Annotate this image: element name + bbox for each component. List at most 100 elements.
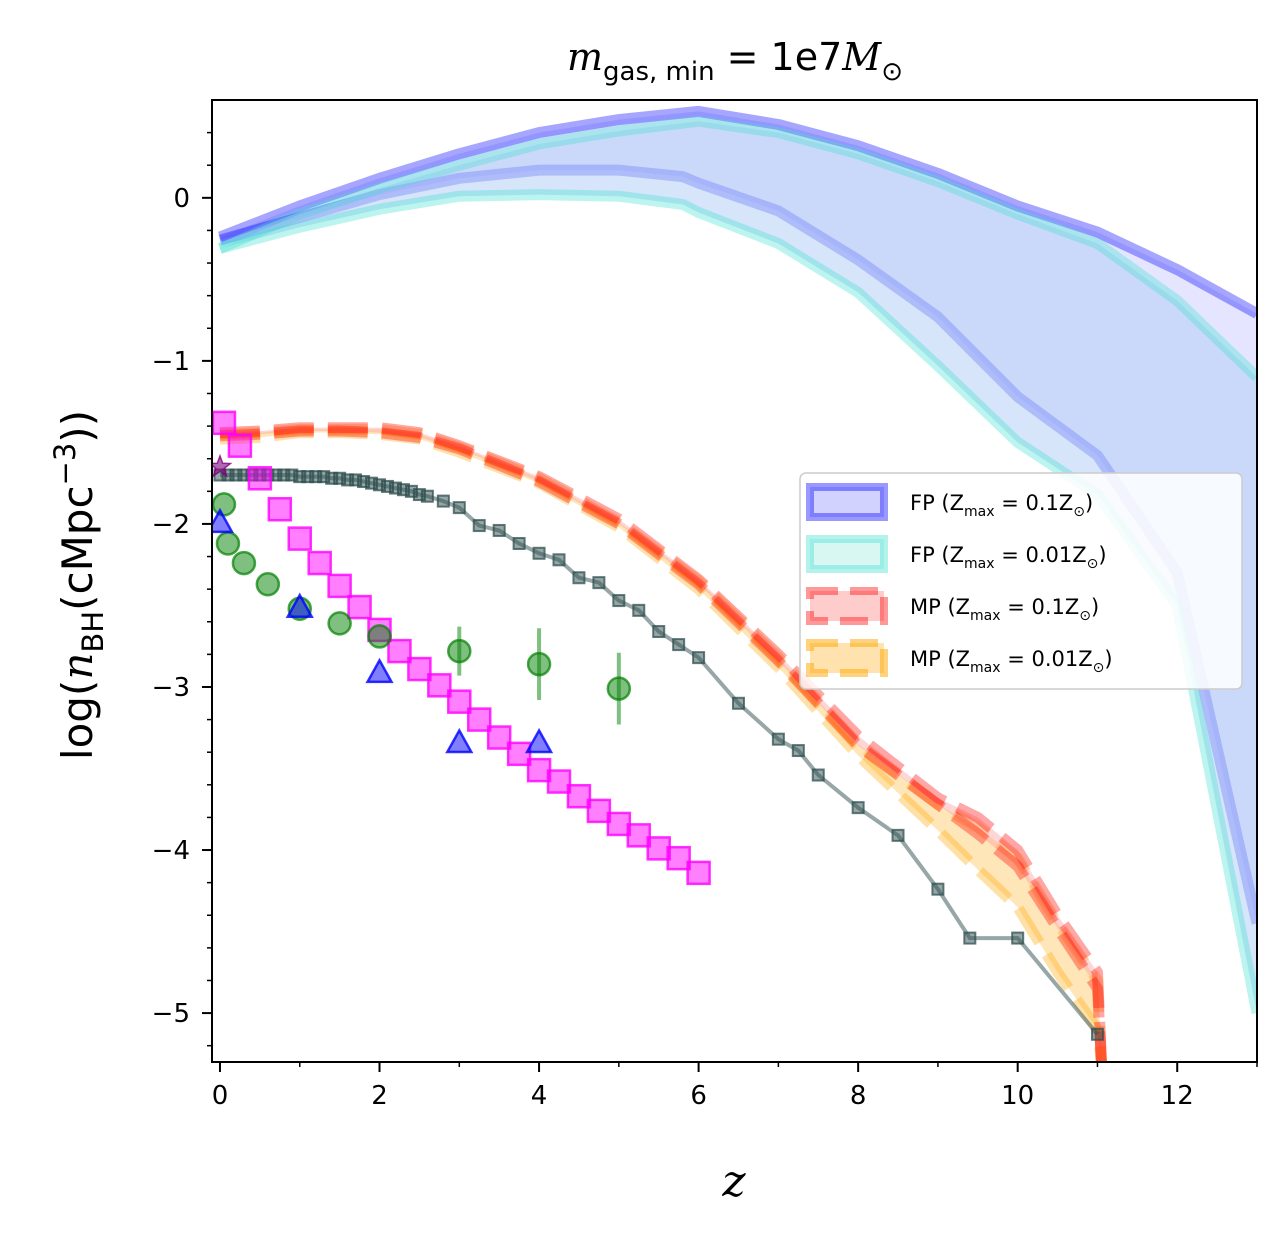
x-tick-label-6: 12 — [1161, 1081, 1194, 1111]
band-upper-2 — [219, 423, 1107, 1062]
series-0-point-38 — [652, 625, 666, 639]
y-axis-label: log(nBH(cMpc−3)) — [48, 410, 110, 760]
series-3-point-3 — [445, 727, 474, 754]
title-sub: gas, min — [603, 57, 715, 87]
series-0-point-35 — [592, 576, 606, 590]
legend-fp-001-suf: ⊙ — [1087, 556, 1099, 572]
series-0-point-26 — [420, 489, 434, 503]
series-2-point-7 — [447, 638, 472, 664]
title-M: M — [841, 35, 882, 79]
band-fill-2 — [220, 429, 1102, 1062]
band-fill-3 — [220, 427, 1102, 1062]
legend-fp-01-suf: ⊙ — [1073, 504, 1085, 520]
legend-entry-fp-01: FP (Zmax = 0.1Z⊙) — [806, 483, 1093, 521]
title-eq: = 1e7 — [715, 35, 843, 79]
series-1-point-13 — [466, 707, 492, 732]
series-0-point-30 — [492, 523, 506, 537]
y-tick-label-3: −3 — [152, 673, 190, 703]
legend-fp-001-prefix: FP (Z — [910, 543, 964, 567]
series-0-point-40 — [692, 651, 706, 665]
y-tick-label-4: −4 — [152, 836, 190, 866]
legend-mp-001-suf: ⊙ — [1093, 660, 1105, 676]
series-layer — [212, 410, 1104, 1041]
band-lower-3 — [219, 425, 1107, 1062]
x-axis-label: z — [721, 1156, 746, 1207]
series-0-point-34 — [572, 571, 586, 585]
series-3-point-1 — [285, 592, 314, 618]
legend-swatch-mp-001 — [806, 639, 888, 677]
series-0-point-47 — [931, 882, 945, 896]
series-0-point-45 — [851, 801, 865, 815]
band-upper-0 — [218, 105, 1257, 319]
ylabel-n: n — [53, 653, 102, 680]
title-m: m — [567, 35, 603, 79]
series-0-point-39 — [672, 638, 686, 652]
legend-label-fp-01: FP (Zmax = 0.1Z⊙) — [910, 491, 1093, 520]
ticks-layer: 0 2 4 6 8 10 12 0 −1 −2 −3 −4 −5 — [152, 131, 1258, 1111]
band-upper-3 — [219, 422, 1107, 1062]
series-1-point-2 — [247, 466, 273, 491]
legend-swatch-fp-01 — [806, 483, 888, 521]
series-3-point-0 — [212, 507, 235, 534]
legend: FP (Zmax = 0.1Z⊙) FP (Zmax = 0.01Z⊙) MP … — [799, 472, 1243, 690]
series-2-point-8 — [526, 651, 552, 677]
legend-fp-001-val: = 0.01Z — [995, 543, 1087, 567]
ylabel-sub: BH — [76, 611, 110, 653]
x-tick-label-3: 6 — [690, 1081, 707, 1111]
series-2-point-9 — [606, 676, 632, 701]
legend-fp-01-prefix: FP (Z — [910, 491, 964, 515]
series-1-point-0 — [212, 410, 237, 436]
legend-mp-01-suf: ⊙ — [1079, 608, 1091, 624]
series-0-point-42 — [771, 732, 785, 746]
band-lower-2 — [219, 427, 1107, 1062]
title-sun: ⊙ — [881, 57, 903, 87]
chart-title: mgas, min = 1e7M⊙ — [567, 35, 903, 87]
series-0-point-41 — [731, 696, 745, 710]
y-tick-label-2: −2 — [152, 510, 190, 540]
y-tick-label-1: −1 — [152, 347, 190, 377]
series-2-point-2 — [231, 550, 257, 576]
legend-frame — [799, 472, 1243, 690]
legend-mp-01-close: ) — [1091, 595, 1099, 619]
legend-entry-fp-001: FP (Zmax = 0.01Z⊙) — [806, 535, 1107, 573]
legend-mp-01-val: = 0.1Z — [1001, 595, 1080, 619]
axes-frame — [211, 99, 1258, 1063]
ylabel-post: )) — [53, 410, 102, 443]
series-0-point-31 — [512, 536, 526, 550]
series-0-point-29 — [472, 519, 486, 533]
legend-entry-mp-001: MP (Zmax = 0.01Z⊙) — [806, 639, 1113, 677]
x-tick-label-4: 8 — [850, 1081, 867, 1111]
series-1-point-4 — [287, 526, 312, 551]
legend-fp-001-close: ) — [1098, 543, 1106, 567]
x-tick-label-1: 2 — [371, 1081, 388, 1111]
legend-entry-mp-01: MP (Zmax = 0.1Z⊙) — [806, 587, 1099, 625]
ylabel-pre: log( — [53, 680, 102, 760]
series-1-point-9 — [387, 638, 412, 664]
legend-fp-01-val: = 0.1Z — [995, 491, 1074, 515]
series-1-point-1 — [227, 433, 253, 458]
series-0-point-37 — [632, 603, 646, 617]
series-2-point-3 — [255, 572, 281, 597]
series-0-point-48 — [963, 931, 977, 945]
series-0-point-44 — [811, 768, 825, 782]
legend-swatch-fp-001 — [806, 535, 888, 573]
legend-mp-001-sub: max — [970, 660, 1001, 676]
legend-mp-001-val: = 0.01Z — [1001, 647, 1093, 671]
series-0-point-50 — [1090, 1027, 1104, 1041]
series-2-point-5 — [327, 611, 352, 636]
x-tick-label-2: 4 — [531, 1081, 548, 1111]
series-0-point-49 — [1011, 931, 1025, 945]
band-fill-1 — [220, 121, 1257, 1014]
series-1-point-7 — [347, 594, 372, 620]
legend-mp-01-prefix: MP (Z — [910, 595, 970, 619]
legend-mp-001-prefix: MP (Z — [910, 647, 970, 671]
series-0-point-43 — [791, 744, 805, 758]
series-1-point-18 — [566, 783, 592, 809]
series-0-point-33 — [552, 553, 566, 567]
series-3-point-4 — [524, 727, 554, 754]
legend-label-mp-001: MP (Zmax = 0.01Z⊙) — [910, 647, 1113, 676]
series-1-point-23 — [666, 845, 691, 871]
legend-label-mp-01: MP (Zmax = 0.1Z⊙) — [910, 595, 1099, 624]
series-1-point-10 — [407, 656, 432, 682]
